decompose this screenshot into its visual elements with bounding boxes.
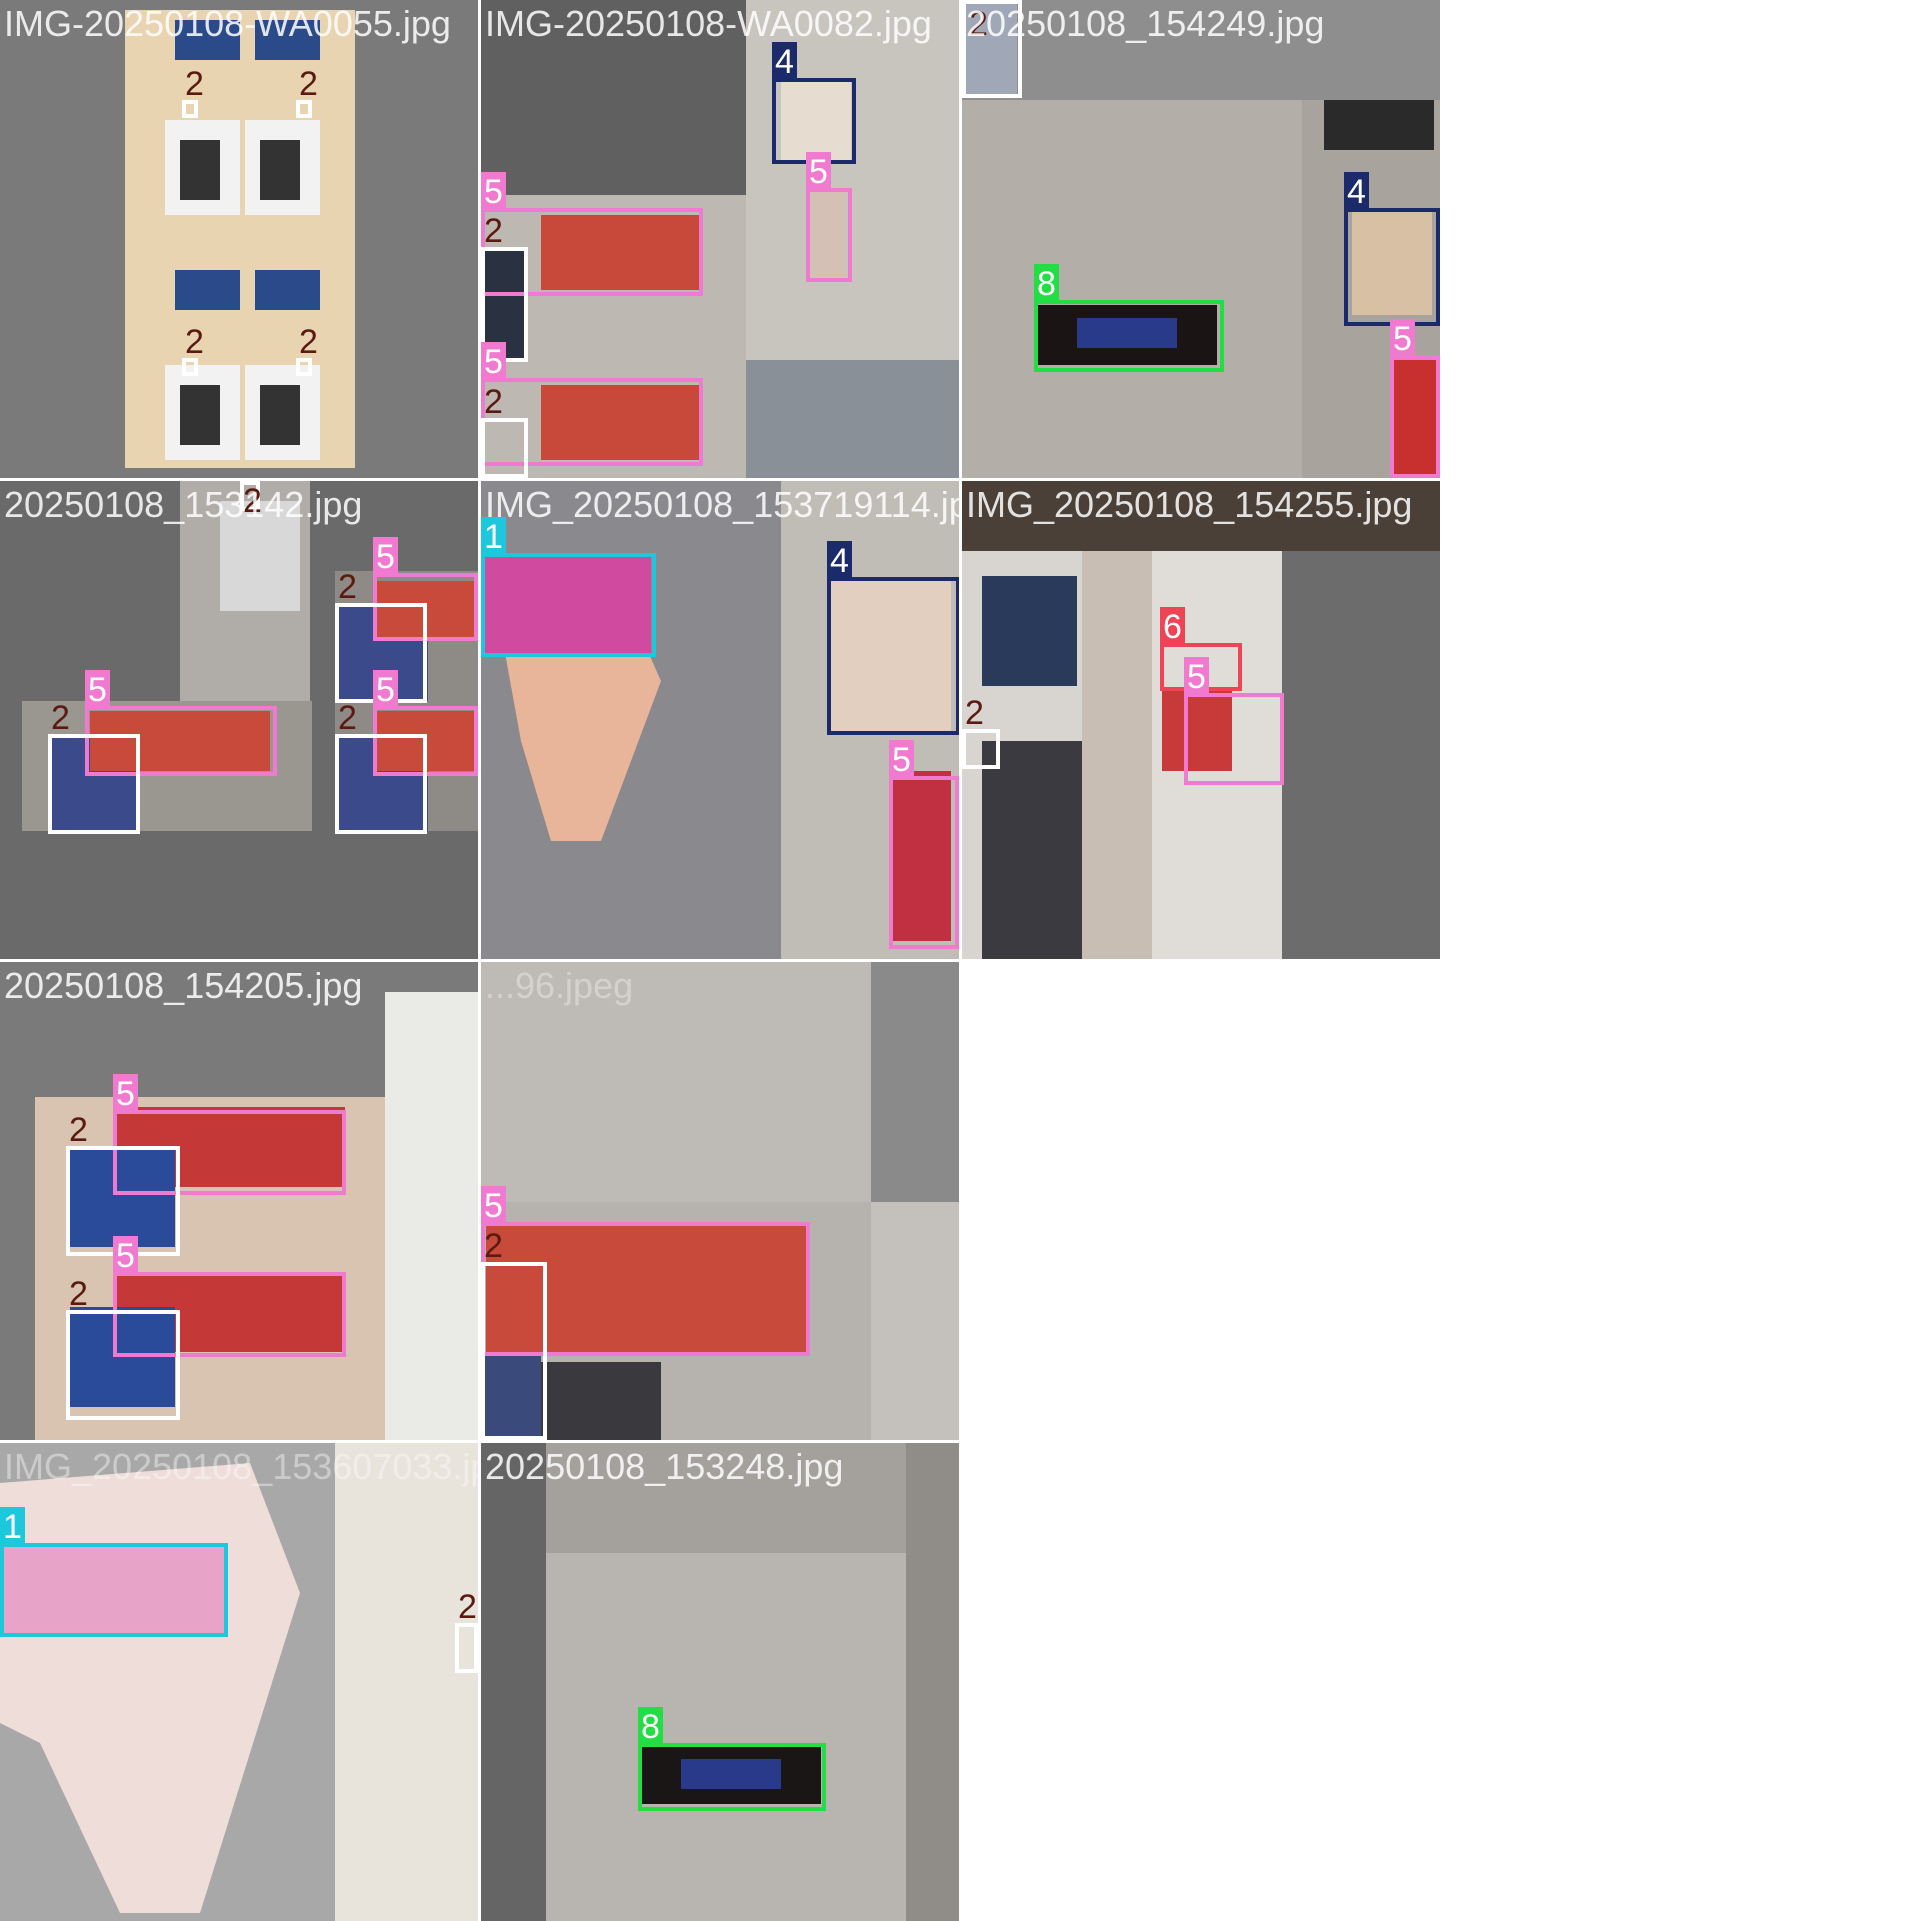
detection-box: 2	[48, 699, 140, 834]
detection-box: 4	[1344, 172, 1440, 326]
tile-filename: IMG_20250108_153719114.jpg	[485, 484, 959, 525]
tile-filename: 20250108_154205.jpg	[4, 965, 363, 1006]
detection-box: 2	[296, 65, 318, 118]
class-label: 2	[965, 694, 984, 732]
class-label: 2	[338, 568, 357, 606]
detection-box: 2	[455, 1588, 478, 1673]
mosaic-tile: 2 2 2 2 IMG-20250108-WA0055.jpg	[0, 0, 478, 478]
detection-box: 2	[335, 699, 427, 834]
detection-box: 5	[113, 1074, 346, 1195]
photo-collage	[0, 0, 478, 478]
detection-box: 8	[1034, 264, 1224, 372]
class-label: 5	[373, 537, 398, 577]
class-label: 5	[481, 1186, 506, 1226]
class-label: 5	[806, 152, 831, 192]
detection-box: 5	[1184, 657, 1284, 785]
class-label: 1	[0, 1507, 25, 1547]
detection-box: 2	[240, 481, 262, 520]
tile-filename: IMG_20250108_153607033.jpg	[4, 1446, 478, 1487]
detection-box: 1	[481, 517, 656, 657]
detection-box: 5	[1390, 319, 1440, 478]
class-label: 4	[827, 541, 852, 581]
photo-collage	[0, 1443, 478, 1921]
photo-collage	[962, 481, 1440, 959]
detection-box: 2	[296, 323, 318, 376]
class-label: 2	[69, 1275, 88, 1313]
tile-filename: 20250108_153248.jpg	[485, 1446, 844, 1487]
mosaic-tile: 8 20250108_153248.jpg	[481, 1443, 959, 1921]
photo-collage	[481, 962, 959, 1440]
detection-box: 2	[182, 323, 204, 376]
class-label: 6	[1160, 607, 1185, 647]
class-label: 5	[373, 670, 398, 710]
class-label: 2	[458, 1588, 477, 1626]
detection-box: 2	[481, 383, 528, 478]
class-label: 2	[969, 5, 988, 43]
mosaic-tile: 1 2 IMG_20250108_153607033.jpg	[0, 1443, 478, 1921]
mosaic-tile: 2 6 5 IMG_20250108_154255.jpg	[962, 481, 1440, 959]
detection-box: 2	[182, 65, 204, 118]
class-label: 5	[85, 670, 110, 710]
photo-collage	[481, 481, 959, 959]
class-label: 8	[638, 1707, 663, 1747]
detection-box: 5	[113, 1236, 346, 1357]
class-label: 2	[299, 65, 318, 103]
detection-box: 5	[85, 670, 277, 776]
class-label: 5	[113, 1236, 138, 1276]
class-label: 2	[338, 699, 357, 737]
detection-box: 2	[962, 0, 1022, 98]
class-label: 2	[69, 1111, 88, 1149]
class-label: 4	[772, 42, 797, 82]
mosaic-tile: 4 5 5 2 5 2 IMG-20250108-WA0082.jpg	[481, 0, 959, 478]
mosaic-tile: 1 4 5 IMG_20250108_153719114.jpg	[481, 481, 959, 959]
detection-box: 1	[0, 1507, 228, 1637]
class-label: 5	[481, 172, 506, 212]
class-label: 5	[481, 342, 506, 382]
class-label: 2	[185, 323, 204, 361]
photo-collage	[0, 481, 478, 959]
mosaic-tile: 5 2 ...96.jpeg	[481, 962, 959, 1440]
detection-box: 5	[373, 537, 478, 641]
photo-collage	[962, 0, 1440, 478]
mosaic-tile: 5 2 5 2 20250108_154205.jpg	[0, 962, 478, 1440]
class-label: 2	[51, 699, 70, 737]
class-label: 1	[481, 517, 506, 557]
class-label: 2	[299, 323, 318, 361]
tile-filename: 20250108_154249.jpg	[966, 3, 1325, 44]
class-label: 2	[185, 65, 204, 103]
class-label: 2	[484, 212, 503, 250]
tile-filename: 20250108_153142.jpg	[4, 484, 363, 525]
class-label: 5	[1390, 319, 1415, 359]
detection-box: 5	[481, 342, 703, 466]
tile-filename: IMG_20250108_154255.jpg	[966, 484, 1413, 525]
class-label: 2	[484, 383, 503, 421]
tile-filename: IMG-20250108-WA0055.jpg	[4, 3, 451, 44]
tile-filename: IMG-20250108-WA0082.jpg	[485, 3, 932, 44]
detection-box: 2	[66, 1275, 180, 1420]
detection-box: 5	[806, 152, 852, 282]
class-label: 5	[113, 1074, 138, 1114]
class-label: 4	[1344, 172, 1369, 212]
mosaic-tile: 2 4 8 5 20250108_154249.jpg	[962, 0, 1440, 478]
detection-box: 2	[962, 694, 1000, 769]
class-label: 5	[1184, 657, 1209, 697]
detection-box: 5	[889, 740, 959, 949]
class-label: 2	[243, 482, 262, 520]
class-label: 8	[1034, 264, 1059, 304]
detection-box: 2	[481, 1227, 547, 1440]
class-label: 2	[484, 1227, 503, 1265]
mosaic-tile: 2 5 2 5 2 5 2 20250108_153142.jpg	[0, 481, 478, 959]
photo-collage	[481, 1443, 959, 1921]
class-label: 5	[889, 740, 914, 780]
tile-filename: ...96.jpeg	[485, 965, 634, 1006]
photo-collage	[0, 962, 478, 1440]
detection-box: 4	[827, 541, 959, 735]
detection-box: 8	[638, 1707, 826, 1811]
